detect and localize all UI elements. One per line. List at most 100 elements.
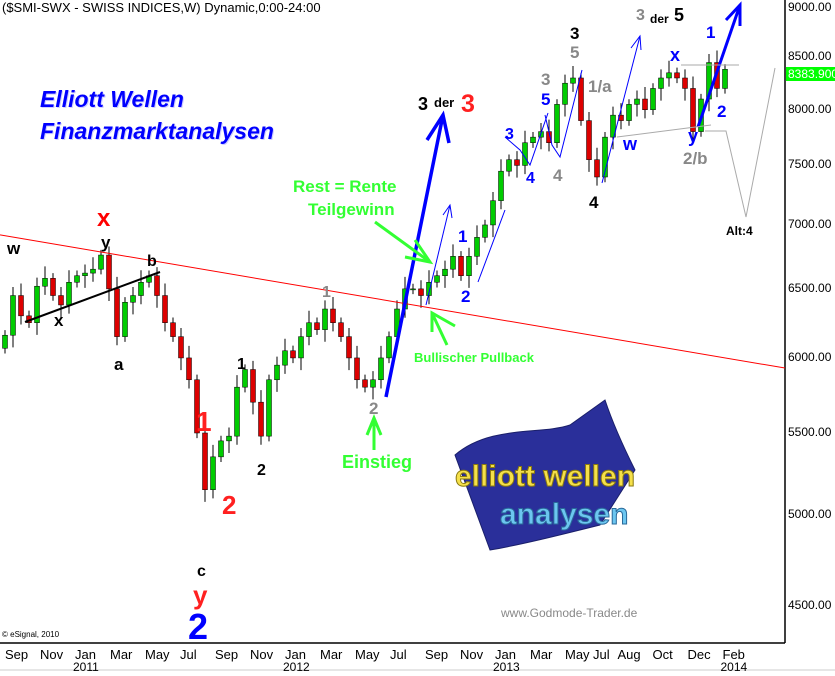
x-tick-label: Mar [320, 647, 343, 662]
candle-up [274, 364, 280, 381]
candle-up [570, 77, 576, 84]
red-trendline [0, 234, 786, 369]
x-tick-label: Jan [285, 647, 306, 662]
wave-label-2-blue-right: 2 [717, 102, 727, 121]
wave-label-3-gray: 3 [541, 70, 551, 89]
wave-label-4-black: 4 [589, 193, 599, 212]
candle-down [354, 357, 360, 381]
candle-down [594, 159, 600, 178]
x-tick-label: Sep [215, 647, 239, 662]
candle-up [426, 282, 432, 296]
logo-text-line1: elliott wellen [455, 460, 635, 493]
candle-up [434, 275, 440, 283]
wave-label-2-blue-big: 2 [188, 606, 209, 647]
label-teilgewinn: Teilgewinn [308, 200, 395, 219]
y-tick-label: 7500.00 [788, 157, 832, 172]
candle-up [386, 336, 392, 359]
x-tick-label: Mar [530, 647, 553, 662]
candle-down [170, 322, 176, 337]
wave-label-1-blue-right: 1 [706, 23, 716, 42]
x-tick-label: Mar [110, 647, 133, 662]
label-rest-rente: Rest = Rente [293, 177, 397, 196]
projection-lines [425, 34, 642, 306]
candle-up [530, 136, 536, 143]
candle-up [42, 278, 48, 287]
candle-down [362, 379, 368, 388]
x-tick-label: Sep [5, 647, 29, 662]
y-tick-label: 5000.00 [788, 507, 832, 522]
candle-down [106, 254, 112, 290]
candle-up [82, 272, 88, 276]
candle-down [674, 72, 680, 79]
wave-label-1-blue: 1 [458, 227, 468, 246]
wave-label-5-blue: 5 [541, 90, 551, 109]
label-3-der-3-der: der [434, 95, 455, 110]
y-tick-label: 4500.00 [788, 598, 832, 613]
candle-down [58, 295, 64, 306]
x-tick-label: Jul [593, 647, 610, 662]
candle-down [154, 275, 160, 296]
candle-up [442, 268, 448, 276]
candle-up [370, 379, 376, 388]
candle-down [330, 308, 336, 323]
candle-up [626, 104, 632, 121]
x-tick-label: May [565, 647, 590, 662]
x-tick-label: Jan [495, 647, 516, 662]
candle-up [490, 200, 496, 226]
wave-label-c: c [197, 563, 206, 580]
alt-scenario-lines [616, 64, 776, 218]
wave-label-x-blue: x [670, 45, 681, 65]
candle-up [322, 308, 328, 330]
wave-label-x-red: x [97, 205, 111, 232]
candle-up [90, 268, 96, 274]
candle-up [130, 295, 136, 303]
candle-down [578, 77, 584, 121]
x-tick-label: Nov [460, 647, 484, 662]
candle-down [338, 322, 344, 337]
elliott-wellen-logo: elliott wellen analysen [454, 399, 636, 551]
label-3-der-5-b: 5 [674, 5, 685, 25]
candle-up [554, 104, 560, 143]
label-3-der-3-a: 3 [418, 94, 429, 114]
y-tick-label: 8000.00 [788, 101, 832, 116]
candle-up [98, 254, 104, 270]
wave-label-2b-gray: 2/b [683, 149, 708, 168]
black-support-line [24, 271, 161, 323]
candle-down [194, 379, 200, 434]
candle-down [514, 159, 520, 166]
candle-up [282, 350, 288, 366]
wave-label-y: y [101, 233, 111, 252]
y-tick-label: 6500.00 [788, 280, 832, 295]
candles [2, 50, 728, 502]
logo-text-line2: analysen [500, 498, 628, 531]
wave-label-5-gray: 5 [570, 43, 580, 62]
wave-label-1-red: 1 [196, 406, 212, 437]
wave-label-2-black: 2 [257, 462, 266, 479]
candle-down [114, 288, 120, 337]
candle-down [50, 278, 56, 296]
wave-label-x: x [54, 311, 64, 330]
wave-label-a: a [114, 355, 124, 374]
wave-label-w-blue: w [623, 134, 638, 154]
y-tick-label: 7000.00 [788, 216, 832, 231]
label-bullischer-pullback: Bullischer Pullback [414, 350, 534, 365]
candle-down [18, 295, 24, 317]
wave-label-w: w [7, 239, 21, 258]
candle-down [418, 288, 424, 296]
candle-up [226, 435, 232, 442]
candle-up [450, 256, 456, 270]
wave-label-2-gray: 2 [369, 399, 379, 418]
x-tick-label: Jan [75, 647, 96, 662]
candle-down [258, 401, 264, 437]
candle-up [666, 72, 672, 79]
wave-label-y-blue: y [688, 126, 699, 146]
candle-up [466, 256, 472, 276]
candle-up [498, 170, 504, 201]
candle-down [458, 256, 464, 276]
candle-up [138, 282, 144, 296]
label-alt-4: Alt:4 [726, 224, 753, 238]
x-tick-label: May [145, 647, 170, 662]
candle-down [682, 77, 688, 89]
candle-up [234, 386, 240, 437]
